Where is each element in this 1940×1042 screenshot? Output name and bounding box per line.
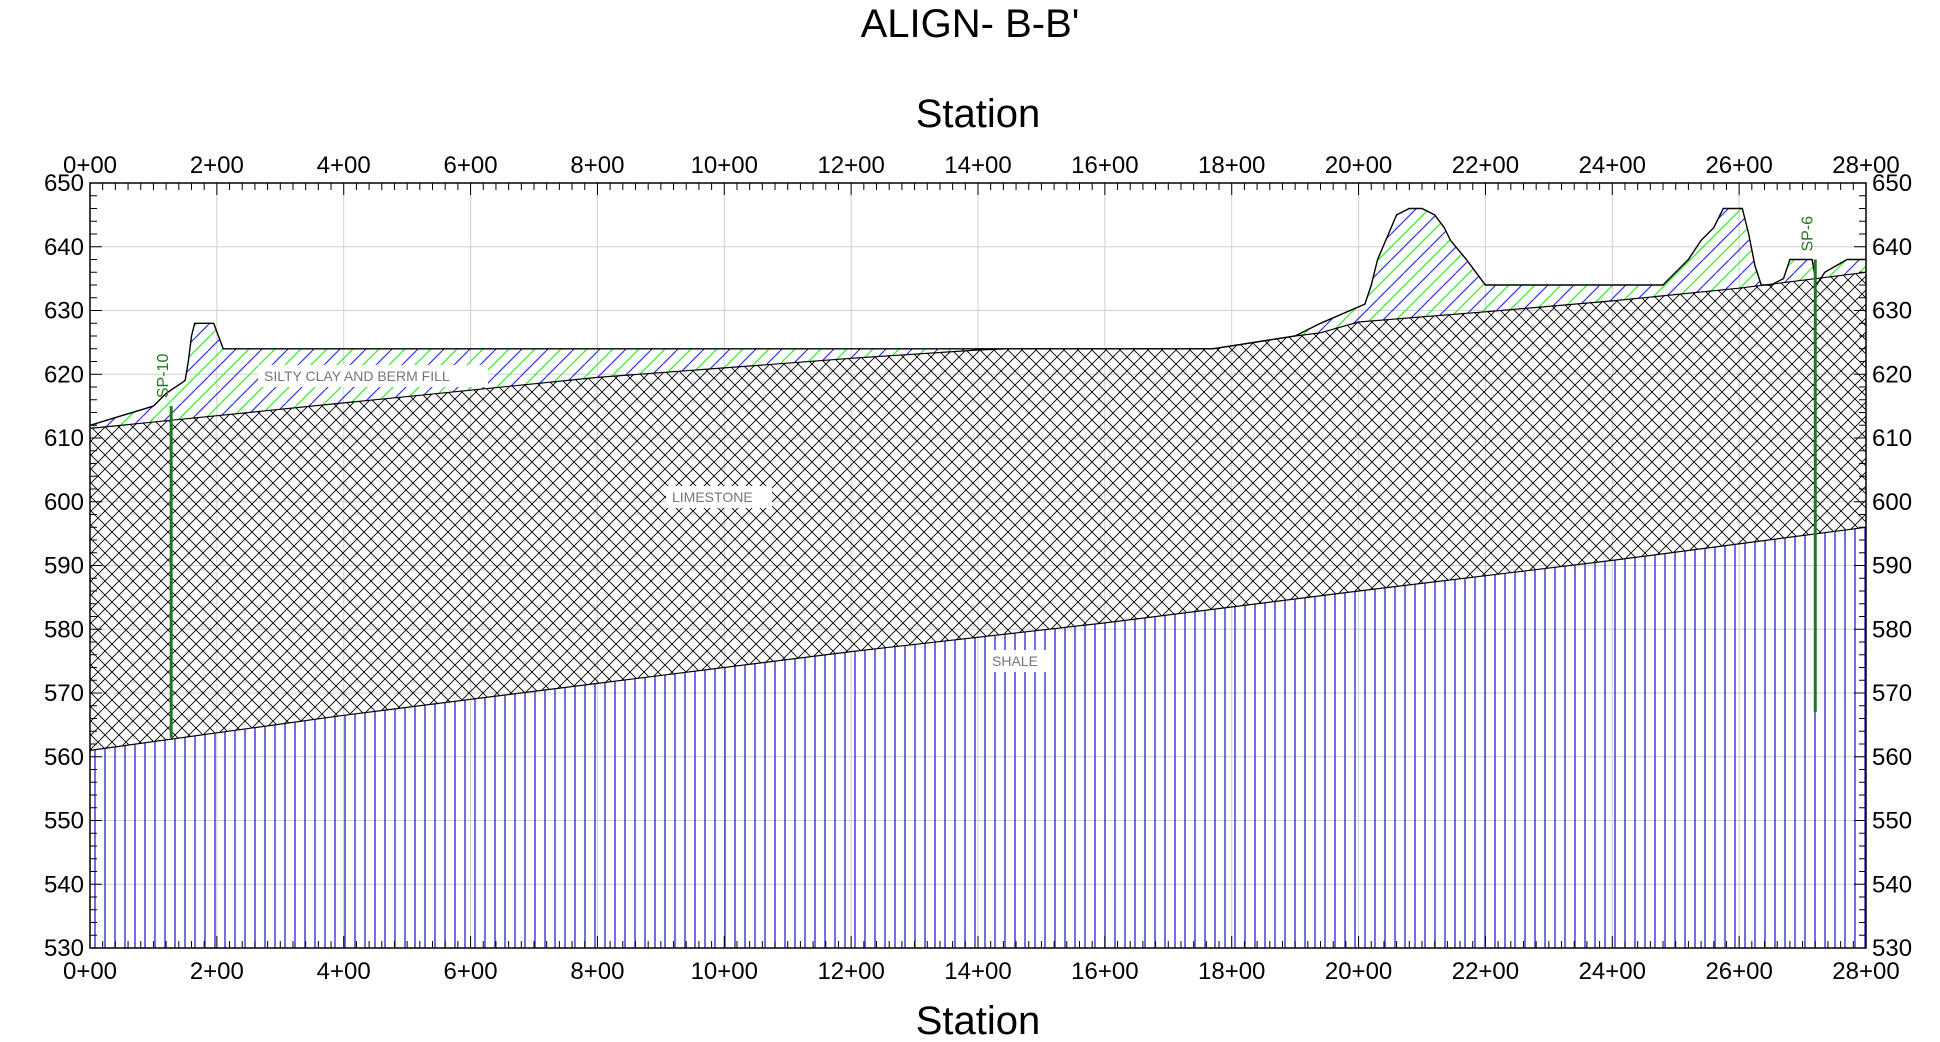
y-tick-label-left: 620 [44, 361, 84, 388]
top-of-shale-line [90, 526, 1866, 751]
x-tick-label-bottom: 20+00 [1325, 958, 1392, 985]
y-tick-label-left: 560 [44, 744, 84, 771]
x-tick-label-bottom: 22+00 [1452, 958, 1519, 985]
y-tick-label-right: 620 [1872, 361, 1912, 388]
x-tick-label-bottom: 12+00 [817, 958, 884, 985]
y-tick-label-left: 600 [44, 489, 84, 516]
x-tick-label-top: 18+00 [1198, 152, 1265, 179]
x-tick-label-bottom: 4+00 [317, 958, 371, 985]
silty-clay-fill-unit [90, 208, 1866, 429]
boring-sp-10-label: SP-10 [155, 354, 172, 399]
x-tick-label-top: 22+00 [1452, 152, 1519, 179]
x-tick-label-top: 14+00 [944, 152, 1011, 179]
x-tick-label-bottom: 26+00 [1705, 958, 1772, 985]
y-tick-label-right: 560 [1872, 744, 1912, 771]
y-tick-label-left: 540 [44, 871, 84, 898]
x-tick-label-bottom: 6+00 [444, 958, 498, 985]
y-tick-label-right: 550 [1872, 808, 1912, 835]
y-tick-label-right: 630 [1872, 298, 1912, 325]
y-tick-label-left: 650 [44, 170, 84, 197]
axis-tick-labels: 0+00 0+00 2+00 2+00 4+00 4+00 6+00 6+00 8+00 8+00… [44, 152, 1912, 985]
x-tick-label-top: 10+00 [691, 152, 758, 179]
top-of-limestone-line [90, 271, 1866, 429]
y-tick-label-right: 650 [1872, 170, 1912, 197]
x-tick-label-top: 6+00 [444, 152, 498, 179]
y-tick-label-right: 540 [1872, 871, 1912, 898]
y-tick-label-right: 600 [1872, 489, 1912, 516]
y-tick-label-left: 550 [44, 808, 84, 835]
x-axis-title-bottom: Station [916, 999, 1041, 1042]
x-tick-label-bottom: 8+00 [570, 958, 624, 985]
y-tick-label-left: 590 [44, 553, 84, 580]
y-tick-label-right: 570 [1872, 680, 1912, 707]
x-tick-label-top: 2+00 [190, 152, 244, 179]
unit-label-limestone: LIMESTONE [666, 486, 772, 508]
x-tick-label-top: 26+00 [1705, 152, 1772, 179]
x-tick-label-top: 20+00 [1325, 152, 1392, 179]
unit-label-fill-text: SILTY CLAY AND BERM FILL [264, 368, 450, 384]
y-tick-label-left: 570 [44, 680, 84, 707]
x-axis-title-top: Station [916, 92, 1041, 136]
boring-sp-6-label: SP-6 [1799, 216, 1816, 252]
unit-label-fill: SILTY CLAY AND BERM FILL [258, 365, 488, 387]
y-tick-label-right: 610 [1872, 425, 1912, 452]
limestone-unit [90, 272, 1866, 751]
x-tick-label-bottom: 2+00 [190, 958, 244, 985]
x-tick-label-top: 8+00 [570, 152, 624, 179]
x-tick-label-bottom: 14+00 [944, 958, 1011, 985]
y-tick-label-left: 530 [44, 935, 84, 962]
section-title: ALIGN- B-B' [860, 2, 1080, 46]
y-tick-label-left: 580 [44, 616, 84, 643]
x-tick-label-top: 12+00 [817, 152, 884, 179]
x-tick-label-top: 24+00 [1579, 152, 1646, 179]
shale-unit [90, 527, 1866, 948]
unit-label-shale-text: SHALE [992, 653, 1038, 669]
x-tick-label-bottom: 28+00 [1832, 958, 1899, 985]
y-tick-label-left: 630 [44, 298, 84, 325]
x-tick-label-bottom: 10+00 [691, 958, 758, 985]
y-tick-label-left: 640 [44, 234, 84, 261]
x-tick-label-top: 16+00 [1071, 152, 1138, 179]
x-tick-label-bottom: 16+00 [1071, 958, 1138, 985]
axis-ticks [89, 182, 1867, 949]
borings: SP-10 SP-6 [155, 216, 1817, 738]
x-tick-label-bottom: 18+00 [1198, 958, 1265, 985]
x-tick-label-bottom: 0+00 [63, 958, 117, 985]
unit-label-shale: SHALE [986, 650, 1046, 672]
y-tick-label-right: 640 [1872, 234, 1912, 261]
y-tick-label-right: 530 [1872, 935, 1912, 962]
y-tick-label-right: 590 [1872, 553, 1912, 580]
x-tick-label-bottom: 24+00 [1579, 958, 1646, 985]
x-tick-label-top: 4+00 [317, 152, 371, 179]
x-tick-label-top: 0+00 [63, 152, 117, 179]
x-tick-label-top: 28+00 [1832, 152, 1899, 179]
y-tick-label-right: 580 [1872, 616, 1912, 643]
y-tick-label-left: 610 [44, 425, 84, 452]
unit-label-limestone-text: LIMESTONE [672, 489, 753, 505]
